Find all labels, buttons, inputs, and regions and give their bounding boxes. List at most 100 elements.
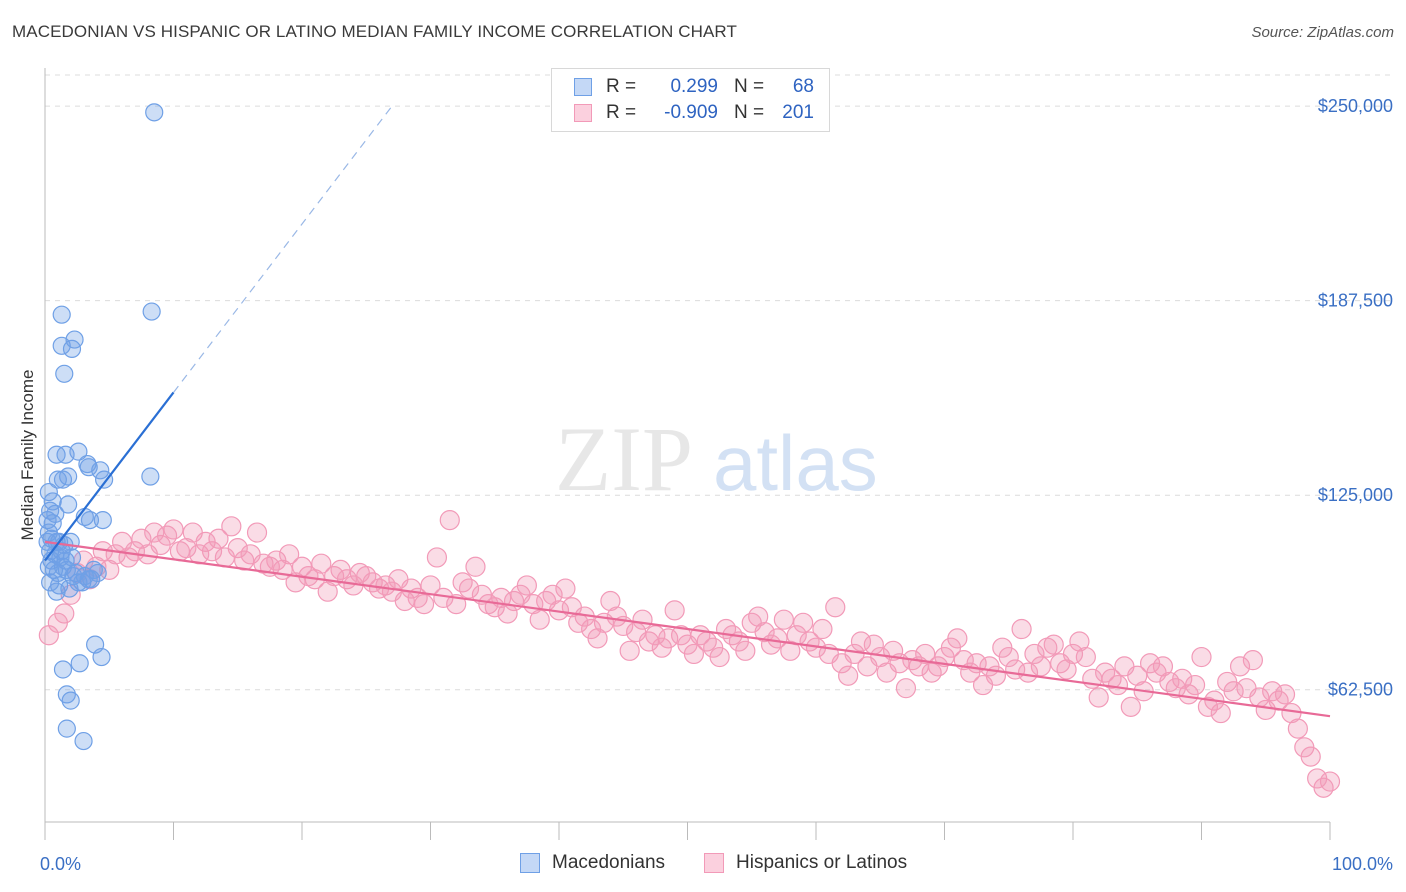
legend-row-macedonians: R = 0.299 N = 68 — [574, 75, 814, 99]
macedonian-point — [39, 482, 58, 502]
hispanic-point — [812, 618, 833, 640]
hispanic-point — [1300, 746, 1321, 767]
macedonian-point — [52, 336, 71, 355]
macedonian-point — [84, 560, 103, 579]
macedonian-point — [69, 442, 88, 461]
hispanic-point — [709, 646, 730, 668]
macedonian-point — [91, 461, 110, 480]
tick-labels: $62,500 $125,000 $187,500 $250,000 0.0% 100.0… — [40, 96, 1393, 874]
hispanic-point — [773, 609, 794, 630]
hispanic-point — [516, 575, 537, 596]
hispanic-point — [793, 612, 814, 633]
legend-swatch-pink — [574, 104, 592, 122]
hispanic-point — [144, 522, 165, 543]
hispanic-point — [1223, 681, 1244, 702]
hispanic-point — [176, 537, 197, 559]
watermark: ZIP atlas — [555, 408, 878, 510]
hispanic-point — [735, 640, 756, 661]
legend-n-value: 68 — [792, 76, 814, 97]
hispanic-point — [587, 628, 608, 649]
hispanic-point — [1069, 631, 1090, 652]
macedonian-point — [142, 302, 161, 321]
y-tick-label: $125,000 — [1318, 485, 1393, 505]
legend-row-hispanics: R = -0.909 N = 201 — [574, 101, 814, 125]
hispanic-point — [1152, 656, 1174, 677]
legend-swatch-macedonians — [520, 853, 540, 873]
hispanic-point — [1011, 618, 1032, 640]
x-tick-label-max: 100.0% — [1332, 854, 1393, 874]
hispanic-point — [1075, 646, 1096, 668]
hispanic-point — [600, 590, 621, 612]
hispanic-point — [1191, 646, 1212, 668]
legend-item-hispanics: Hispanics or Latinos — [704, 852, 907, 874]
watermark-atlas: atlas — [713, 419, 878, 507]
legend-n-value: 201 — [782, 102, 814, 123]
hispanic-point — [542, 584, 563, 605]
hispanic-point — [1172, 668, 1193, 689]
hispanic-point — [1024, 643, 1045, 665]
chart-title: MACEDONIAN VS HISPANIC OR LATINO MEDIAN … — [12, 22, 737, 41]
macedonian-point — [93, 510, 112, 530]
hispanic-point — [1127, 665, 1148, 686]
macedonian-point — [59, 495, 78, 514]
hispanic-point — [683, 643, 705, 665]
legend-label-hispanics: Hispanics or Latinos — [736, 852, 908, 873]
hispanic-point — [426, 547, 448, 568]
macedonian-point — [145, 103, 164, 122]
hispanic-point — [1274, 684, 1296, 705]
macedonian-point — [43, 514, 62, 533]
macedonian-point — [52, 305, 71, 324]
legend-n-label: N = — [734, 102, 765, 123]
macedonian-point — [47, 582, 66, 601]
hispanic-point — [1210, 702, 1231, 724]
hispanic-point — [915, 643, 936, 665]
hispanic-point — [1120, 696, 1141, 717]
legend-n-label: N = — [734, 76, 765, 97]
hispanic-point — [1319, 771, 1341, 792]
hispanic-point — [1017, 662, 1039, 683]
legend-r-label: R = — [606, 102, 637, 123]
hispanic-point — [246, 522, 268, 543]
hispanic-point — [465, 556, 486, 577]
hispanic-point — [54, 603, 75, 624]
legend-label-macedonians: Macedonians — [552, 852, 666, 873]
legend-r-value: 0.299 — [670, 76, 718, 97]
hispanic-point — [1184, 674, 1206, 696]
hispanic-point — [1030, 656, 1051, 677]
legend-swatch-blue — [574, 78, 592, 96]
legend-r-label: R = — [606, 76, 637, 97]
macedonian-point — [79, 458, 98, 477]
hispanic-point — [664, 600, 685, 621]
hispanic-point — [413, 594, 435, 615]
hispanic-point — [1242, 650, 1264, 671]
hispanic-point — [555, 578, 576, 599]
macedonian-point — [55, 364, 74, 383]
hispanic-point — [658, 628, 679, 649]
macedonian-point — [70, 654, 89, 673]
macedonian-point — [73, 573, 92, 592]
macedonian-point — [48, 470, 67, 489]
watermark-zip: ZIP — [555, 408, 693, 510]
y-tick-label: $250,000 — [1318, 96, 1393, 116]
hispanic-point — [227, 537, 248, 559]
grid-lines — [45, 74, 1392, 691]
hispanic-point — [1062, 643, 1084, 665]
hispanic-point — [458, 578, 480, 599]
hispanic-point — [163, 519, 184, 540]
hispanic-point — [124, 541, 146, 562]
hispanics-points — [38, 509, 1341, 798]
macedonian-point — [53, 470, 73, 489]
legend-swatch-hispanics — [704, 853, 724, 873]
hispanic-point — [1043, 634, 1064, 655]
hispanic-point — [131, 528, 152, 549]
macedonian-point — [57, 560, 76, 579]
legend-r-value: -0.909 — [664, 102, 718, 123]
macedonian-point — [80, 510, 100, 530]
hispanic-point — [754, 622, 775, 643]
macedonian-point — [92, 647, 111, 667]
hispanic-point — [221, 516, 242, 537]
hispanic-point — [1107, 674, 1129, 696]
macedonian-point — [95, 470, 114, 489]
x-tick-label-min: 0.0% — [40, 854, 81, 874]
